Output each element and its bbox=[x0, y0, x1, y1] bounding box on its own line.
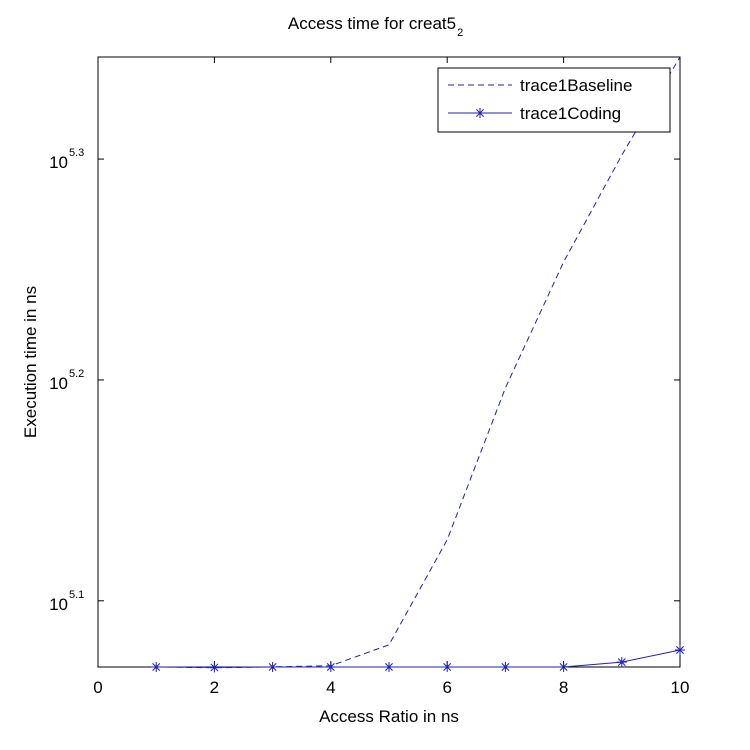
point-marker bbox=[151, 662, 162, 672]
point-marker bbox=[384, 662, 394, 672]
point-marker bbox=[558, 662, 569, 672]
chart-title: Access time for creat5 bbox=[288, 14, 456, 33]
point-marker bbox=[325, 662, 336, 672]
chart-title-subscript: 2 bbox=[457, 27, 463, 39]
point-marker bbox=[675, 645, 685, 656]
y-tick-exponent: 5.1 bbox=[69, 589, 84, 601]
point-marker bbox=[267, 662, 278, 672]
y-axis-label: Execution time in ns bbox=[21, 286, 40, 438]
x-axis-label: Access Ratio in ns bbox=[319, 707, 459, 726]
x-tick-label: 10 bbox=[671, 678, 690, 697]
point-marker bbox=[442, 662, 453, 672]
legend-marker bbox=[475, 108, 485, 118]
point-marker bbox=[616, 657, 627, 668]
y-tick-exponent: 5.2 bbox=[69, 368, 84, 380]
x-tick-label: 0 bbox=[93, 678, 102, 697]
point-marker bbox=[500, 662, 511, 672]
point-marker bbox=[209, 662, 220, 673]
y-tick-exponent: 5.3 bbox=[69, 147, 84, 159]
legend-box bbox=[437, 67, 671, 133]
x-tick-label: 4 bbox=[326, 678, 335, 697]
series-line bbox=[156, 649, 681, 668]
legend-label: trace1Baseline bbox=[520, 76, 632, 95]
x-tick-label: 6 bbox=[442, 678, 451, 697]
y-tick-label: 10 bbox=[49, 595, 68, 614]
x-tick-label: 8 bbox=[559, 678, 568, 697]
plot-frame bbox=[97, 56, 681, 668]
y-tick-label: 10 bbox=[49, 374, 68, 393]
x-tick-label: 2 bbox=[210, 678, 219, 697]
y-tick-label: 10 bbox=[49, 153, 68, 172]
legend-label: trace1Coding bbox=[520, 104, 621, 123]
